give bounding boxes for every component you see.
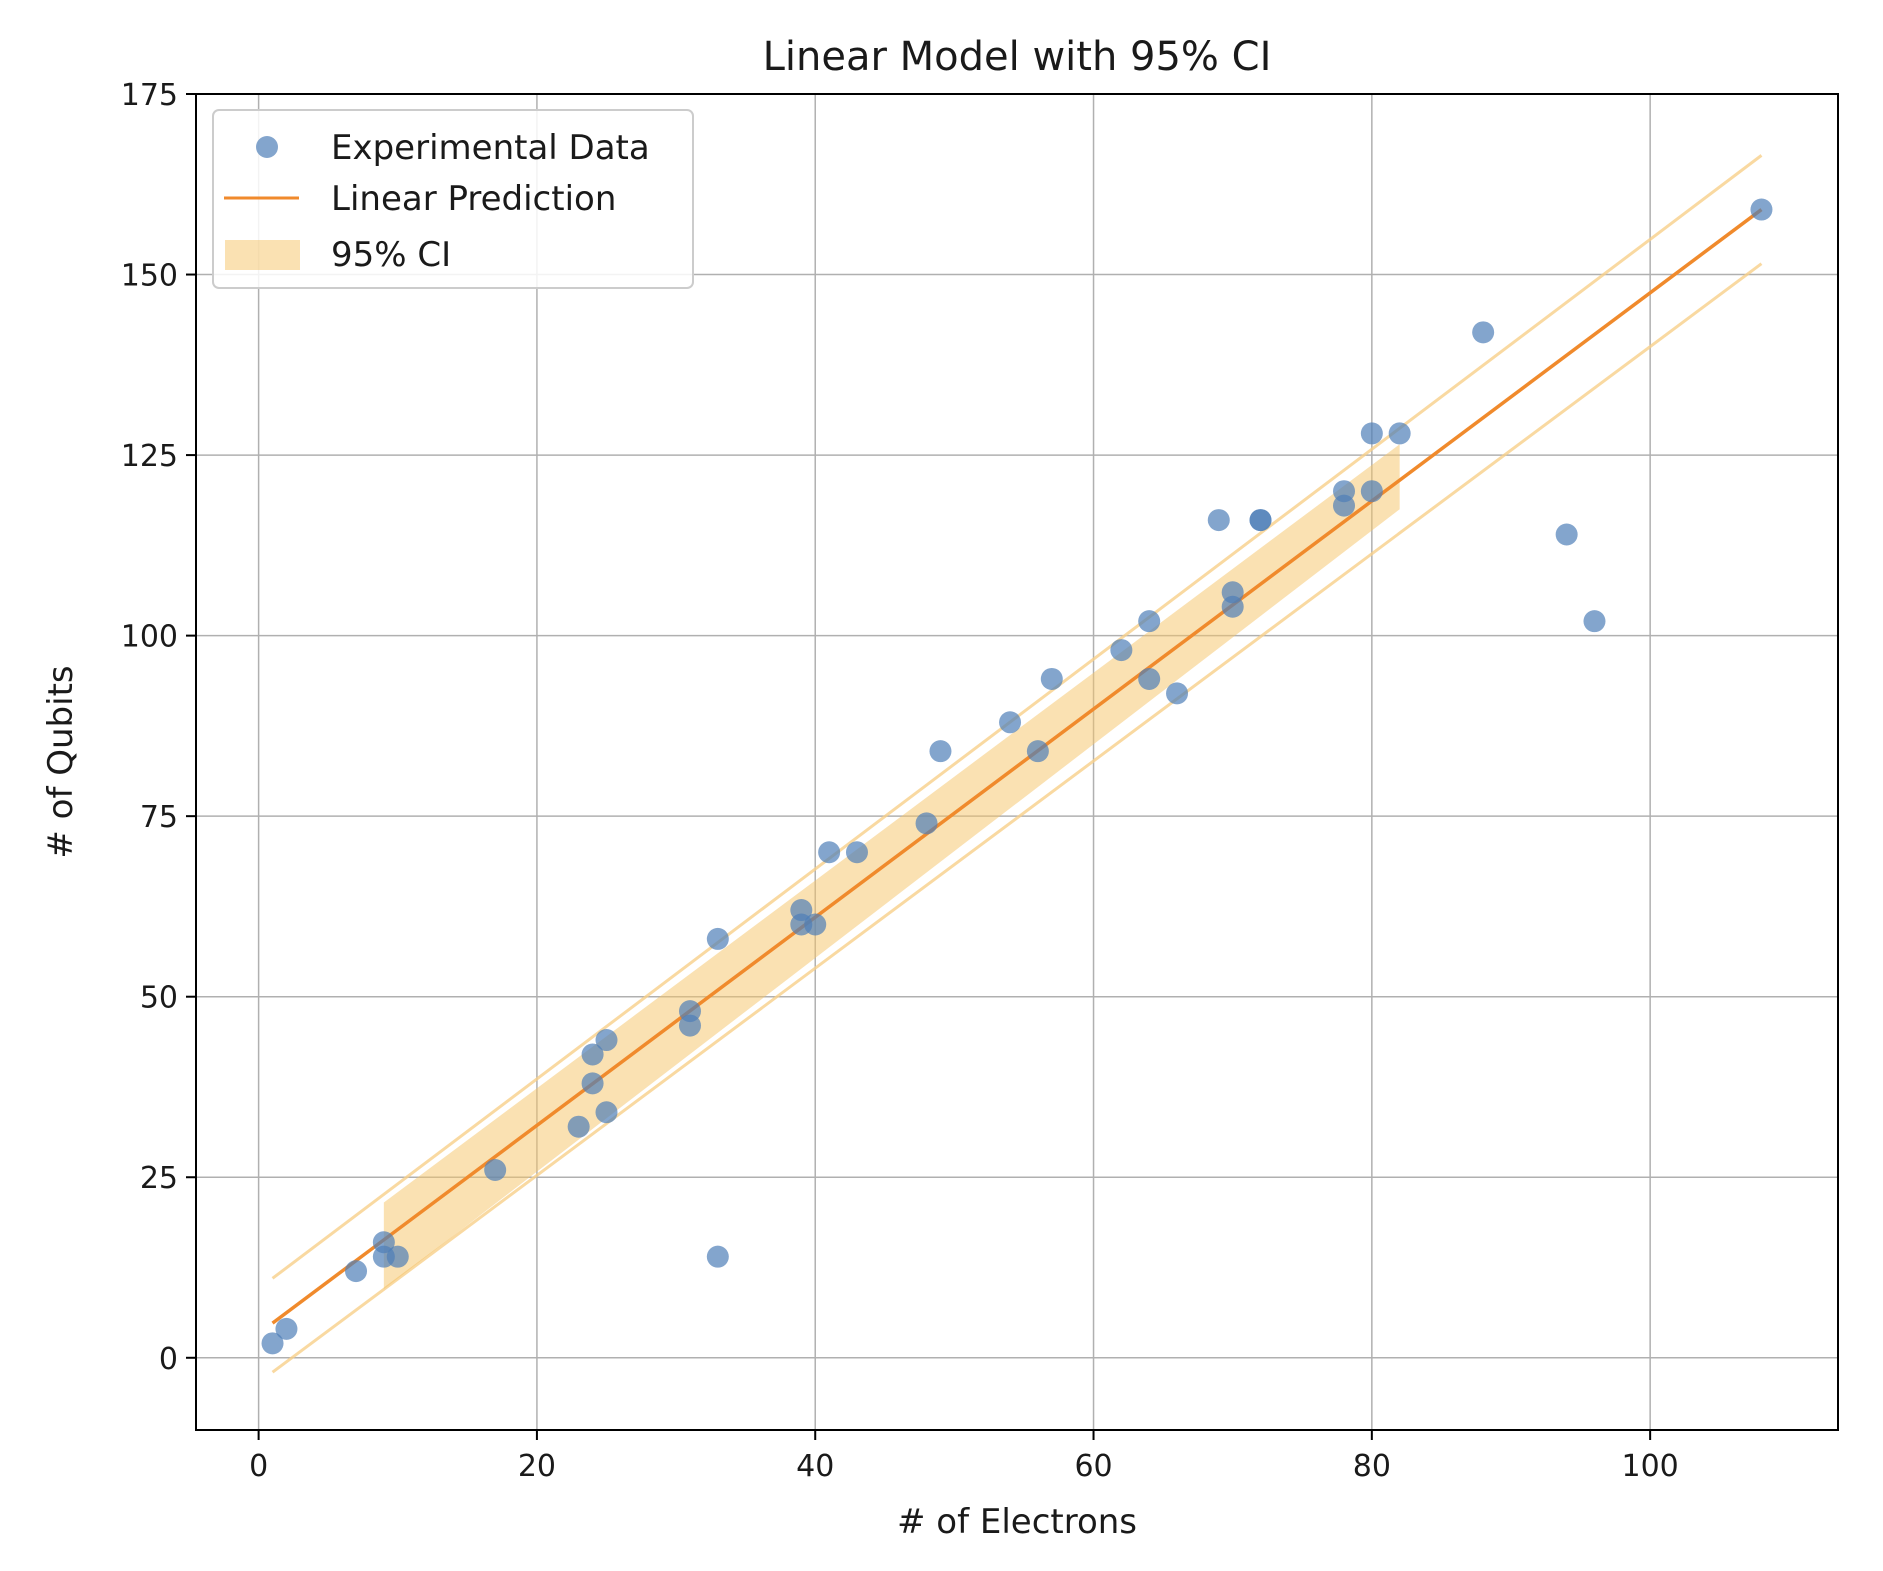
data-point (1221, 595, 1244, 618)
data-point (1026, 740, 1049, 763)
y-tick-label: 0 (159, 1342, 178, 1377)
data-point (929, 740, 952, 763)
chart-title: Linear Model with 95% CI (763, 34, 1272, 80)
y-tick-label: 175 (121, 78, 178, 113)
x-tick-label: 40 (796, 1449, 834, 1484)
ticks: 0 20 40 60 80 100 0 25 50 75 100 125 150 175 (121, 78, 1679, 1484)
data-point (1333, 494, 1356, 517)
data-point (581, 1043, 604, 1066)
data-point (1207, 509, 1230, 532)
plot-frame (195, 93, 1839, 1431)
x-tick-label: 20 (518, 1449, 556, 1484)
legend-label-experimental-data: Experimental Data (331, 128, 650, 168)
data-point (706, 927, 729, 950)
y-tick-label: 125 (121, 439, 178, 474)
data-point (595, 1029, 618, 1052)
data-point (1360, 480, 1383, 503)
data-point (804, 913, 827, 936)
data-point (1472, 321, 1495, 344)
x-tick-label: 80 (1353, 1449, 1391, 1484)
x-tick-label: 60 (1074, 1449, 1112, 1484)
legend-band-marker (225, 240, 300, 270)
data-point (386, 1245, 409, 1268)
data-point (818, 841, 841, 864)
y-tick-label: 25 (140, 1161, 178, 1196)
y-axis-label: # of Qubits (41, 665, 81, 858)
data-point (484, 1159, 507, 1182)
y-tick-label: 50 (140, 981, 178, 1016)
y-tick-label: 75 (140, 800, 178, 835)
data-point (1040, 667, 1063, 690)
data-point (1138, 667, 1161, 690)
data-point (1138, 610, 1161, 633)
data-point (678, 1014, 701, 1037)
x-axis-label: # of Electrons (897, 1502, 1137, 1542)
data-point (1750, 198, 1773, 221)
legend-scatter-marker (256, 136, 278, 158)
linear-prediction-line (271, 208, 1763, 1325)
scatter-layer (261, 198, 1773, 1355)
data-point (706, 1245, 729, 1268)
y-tick-label: 150 (121, 259, 178, 294)
data-point (581, 1072, 604, 1095)
data-point (1583, 610, 1606, 633)
legend-label-linear-prediction: Linear Prediction (331, 179, 616, 219)
data-point (275, 1317, 298, 1340)
data-point (1388, 422, 1411, 445)
data-point (915, 812, 938, 835)
prediction-interval-lower (271, 262, 1763, 1374)
legend: Experimental Data Linear Prediction 95% … (212, 109, 694, 289)
data-point (1110, 639, 1133, 662)
data-point (567, 1115, 590, 1138)
data-point (1360, 422, 1383, 445)
prediction-layer (271, 208, 1763, 1325)
data-point (1555, 523, 1578, 546)
data-point (999, 711, 1022, 734)
data-point (1249, 509, 1272, 532)
data-point (345, 1260, 368, 1283)
data-point (261, 1332, 284, 1355)
data-point (595, 1101, 618, 1124)
legend-box (212, 109, 694, 289)
legend-label-95-ci: 95% CI (331, 235, 451, 275)
data-point (845, 841, 868, 864)
data-point (1166, 682, 1189, 705)
x-tick-label: 0 (249, 1449, 268, 1484)
x-tick-label: 100 (1622, 1449, 1679, 1484)
y-tick-label: 100 (121, 620, 178, 655)
confidence-band (383, 444, 1400, 1290)
